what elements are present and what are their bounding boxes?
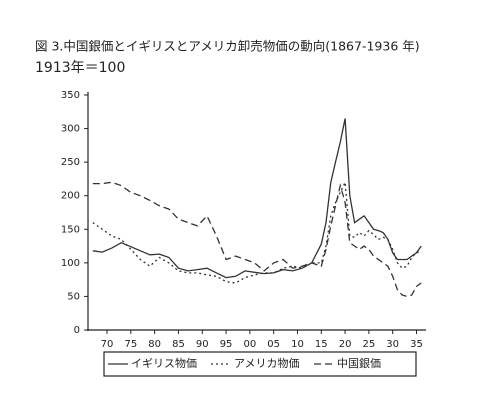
legend-label: イギリス物価 (131, 356, 197, 370)
series-line (92, 118, 422, 279)
series-line (92, 181, 422, 298)
chart-title: 図 3.中国銀価とイギリスとアメリカ卸売物価の動向(1867-1936 年) (35, 39, 420, 54)
x-tick-label: 85 (172, 339, 185, 350)
x-tick-label: 20 (339, 339, 352, 350)
x-tick-label: 30 (386, 339, 399, 350)
legend-label: アメリカ物価 (234, 356, 299, 370)
legend-label: 中国銀価 (337, 356, 381, 370)
y-tick-label: 200 (61, 191, 80, 202)
x-tick-label: 35 (410, 339, 423, 350)
x-tick-label: 15 (315, 339, 328, 350)
legend-box (103, 351, 417, 377)
x-tick-label: 90 (196, 339, 209, 350)
x-tick-label: 70 (101, 339, 114, 350)
y-tick-label: 0 (74, 325, 80, 336)
y-tick-label: 250 (61, 157, 80, 168)
y-tick-label: 350 (61, 90, 80, 101)
x-tick-label: 25 (363, 339, 376, 350)
y-tick-label: 150 (61, 224, 80, 235)
x-tick-label: 75 (124, 339, 137, 350)
series-line (92, 179, 422, 284)
x-tick-label: 00 (243, 339, 256, 350)
y-tick-label: 50 (67, 291, 80, 302)
x-tick-label: 05 (267, 339, 280, 350)
y-tick-label: 100 (61, 258, 80, 269)
y-tick-label: 300 (61, 124, 80, 135)
x-tick-label: 80 (148, 339, 161, 350)
x-tick-label: 10 (291, 339, 304, 350)
chart-subtitle: 1913年＝100 (35, 60, 125, 76)
x-tick-label: 95 (220, 339, 233, 350)
